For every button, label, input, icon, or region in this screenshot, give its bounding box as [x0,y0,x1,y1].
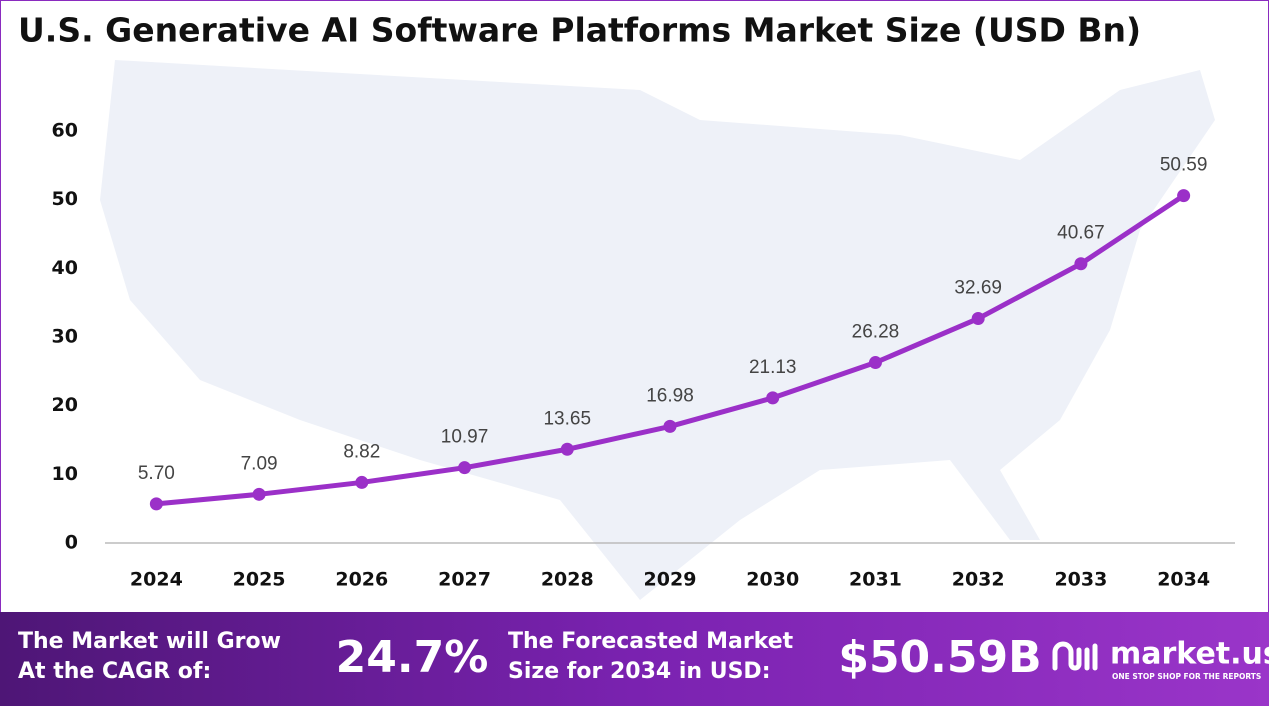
x-tick-label: 2027 [438,569,491,591]
value-label: 40.67 [1057,223,1105,244]
value-label: 21.13 [749,357,797,378]
point [149,497,163,511]
chart-title: U.S. Generative AI Software Platforms Ma… [18,11,1141,50]
x-tick-label: 2032 [952,569,1005,591]
y-tick-label: 0 [65,532,78,554]
x-tick-label: 2033 [1054,569,1107,591]
y-tick-label: 10 [52,463,78,485]
forecast-value: $50.59B [838,632,1041,683]
value-label: 13.65 [543,408,591,429]
x-tick-label: 2034 [1157,569,1210,591]
brand-logo [1052,641,1098,671]
tagline: ONE STOP SHOP FOR THE REPORTS [1112,672,1261,681]
x-tick-label: 2030 [746,569,799,591]
forecast-label: Size for 2034 in USD: [508,659,771,684]
point [766,391,780,405]
point [868,356,882,370]
value-label: 32.69 [954,278,1002,299]
point [1074,257,1088,271]
x-tick-label: 2029 [644,569,697,591]
value-label: 26.28 [852,322,900,343]
point [971,312,985,326]
point [560,442,574,456]
point [252,487,266,501]
point [663,419,677,433]
y-tick-label: 20 [52,394,78,416]
x-tick-label: 2024 [130,569,183,591]
point [458,461,472,475]
map-background [100,60,1215,600]
y-tick-label: 30 [52,326,78,348]
y-tick-label: 50 [52,188,78,210]
value-label: 10.97 [441,427,489,448]
value-label: 5.70 [138,463,175,484]
forecast-label: The Forecasted Market [508,629,794,654]
cagr-value: 24.7% [336,632,489,683]
value-label: 8.82 [343,441,380,462]
value-label: 7.09 [241,453,278,474]
x-tick-label: 2031 [849,569,902,591]
y-tick-label: 40 [52,257,78,279]
brand: market.us [1110,637,1269,672]
x-tick-label: 2026 [335,569,388,591]
y-tick-label: 60 [52,120,78,142]
cagr-label: At the CAGR of: [18,659,211,684]
value-label: 16.98 [646,385,694,406]
x-tick-label: 2028 [541,569,594,591]
value-label: 50.59 [1160,155,1208,176]
point [1177,189,1191,203]
point [355,475,369,489]
cagr-label: The Market will Grow [18,629,281,654]
x-tick-label: 2025 [233,569,286,591]
